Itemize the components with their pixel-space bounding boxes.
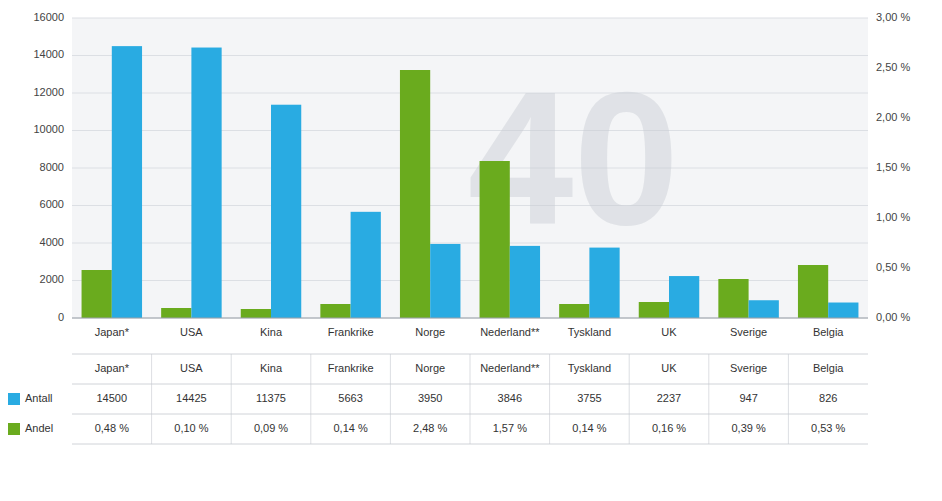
table-value: 0,48 % [95, 422, 129, 434]
table-category: UK [661, 362, 677, 374]
table-value: 5663 [338, 392, 362, 404]
table-value: 11375 [256, 392, 286, 404]
y2-tick-label: 0,50 % [876, 261, 910, 273]
y-tick-label: 6000 [40, 198, 64, 210]
y-tick-label: 8000 [40, 161, 64, 173]
table-value: 0,14 % [333, 422, 367, 434]
table-category: Belgia [813, 362, 844, 374]
bar [510, 246, 540, 318]
table-value: 14425 [176, 392, 207, 404]
x-tick-label: Frankrike [328, 326, 374, 338]
table-category: Kina [260, 362, 283, 374]
table-value: 0,53 % [811, 422, 845, 434]
table-divider [788, 354, 789, 444]
table-value: 0,39 % [731, 422, 765, 434]
table-value: 1,57 % [493, 422, 527, 434]
table-value: 3846 [498, 392, 522, 404]
y2-tick-label: 3,00 % [876, 11, 910, 23]
bar [669, 276, 699, 318]
y2-tick-label: 1,00 % [876, 211, 910, 223]
y2-tick-label: 0,00 % [876, 311, 910, 323]
table-value: 2237 [657, 392, 681, 404]
x-tick-label: Tyskland [568, 326, 611, 338]
chart-container: 4002000400060008000100001200014000160000… [0, 0, 942, 501]
y2-tick-label: 2,00 % [876, 111, 910, 123]
bar [559, 304, 589, 318]
table-value: 0,09 % [254, 422, 288, 434]
table-value: 14500 [97, 392, 128, 404]
bar [82, 270, 112, 318]
bar [191, 48, 221, 318]
bar [271, 105, 301, 318]
plot-background [72, 18, 868, 318]
bar [480, 161, 510, 318]
table-divider [231, 354, 232, 444]
table-value: 826 [819, 392, 837, 404]
y-tick-label: 0 [58, 311, 64, 323]
bar [161, 308, 191, 318]
bar [639, 302, 669, 318]
y-tick-label: 12000 [33, 86, 64, 98]
table-value: 0,16 % [652, 422, 686, 434]
y-tick-label: 16000 [33, 11, 64, 23]
table-value: 3755 [577, 392, 601, 404]
x-tick-label: USA [180, 326, 203, 338]
table-value: 2,48 % [413, 422, 447, 434]
y-tick-label: 2000 [40, 273, 64, 285]
table-category: Japan* [95, 362, 130, 374]
table-category: Nederland** [480, 362, 540, 374]
bar [320, 304, 350, 318]
table-category: Frankrike [328, 362, 374, 374]
table-category: Sverige [730, 362, 767, 374]
x-tick-label: Sverige [730, 326, 767, 338]
x-tick-label: Belgia [813, 326, 844, 338]
table-value: 3950 [418, 392, 442, 404]
bar [112, 46, 142, 318]
x-axis-line [72, 318, 868, 319]
table-row-label: Antall [25, 392, 53, 404]
table-divider [708, 354, 709, 444]
bar [430, 244, 460, 318]
x-tick-label: Nederland** [480, 326, 540, 338]
bar [749, 300, 779, 318]
bar [718, 279, 748, 318]
table-row-label: Andel [25, 422, 53, 434]
table-value: 0,14 % [572, 422, 606, 434]
bar [589, 248, 619, 318]
y2-tick-label: 2,50 % [876, 61, 910, 73]
x-tick-label: Norge [415, 326, 445, 338]
bar [400, 70, 430, 318]
bar [798, 265, 828, 318]
grid-line [72, 318, 868, 319]
y2-tick-label: 1,50 % [876, 161, 910, 173]
table-value: 947 [739, 392, 757, 404]
table-divider [549, 354, 550, 444]
table-divider [390, 354, 391, 444]
chart: 4002000400060008000100001200014000160000… [0, 0, 942, 501]
table-category: USA [180, 362, 203, 374]
bar [241, 309, 271, 318]
table-value: 0,10 % [174, 422, 208, 434]
bars [82, 46, 859, 318]
table-divider [151, 354, 152, 444]
y-tick-label: 4000 [40, 236, 64, 248]
bar [828, 303, 858, 318]
x-tick-label: Japan* [95, 326, 130, 338]
table-swatch [8, 393, 20, 405]
table-divider [310, 354, 311, 444]
table-divider [629, 354, 630, 444]
x-tick-label: UK [661, 326, 677, 338]
x-tick-label: Kina [260, 326, 283, 338]
grid-line [72, 18, 868, 19]
y-tick-label: 14000 [33, 48, 64, 60]
bar [351, 212, 381, 318]
table-swatch [8, 423, 20, 435]
table-divider [470, 354, 471, 444]
table-category: Tyskland [568, 362, 611, 374]
table-category: Norge [415, 362, 445, 374]
y-tick-label: 10000 [33, 123, 64, 135]
